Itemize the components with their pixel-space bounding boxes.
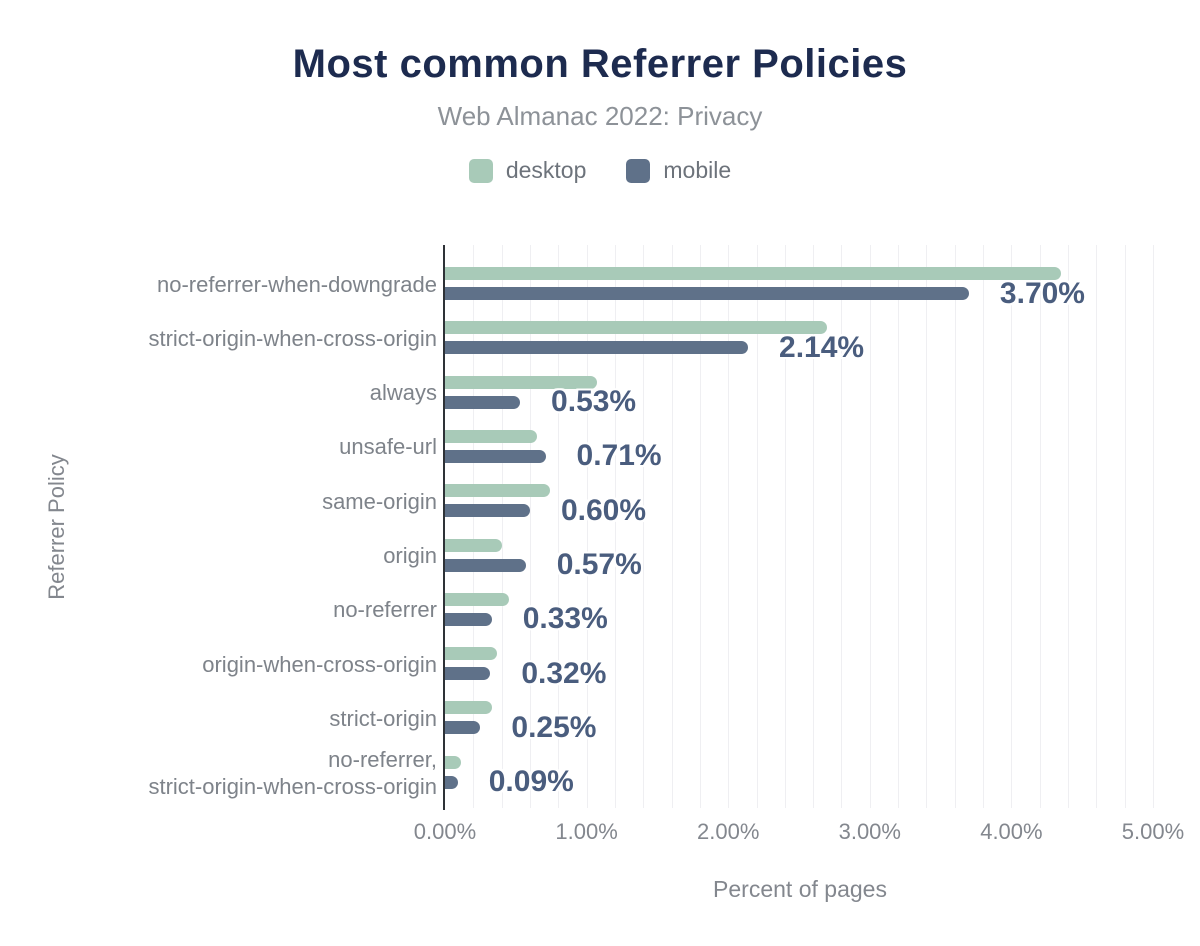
value-label: 0.57% bbox=[556, 548, 642, 581]
category-label: strict-origin bbox=[329, 705, 437, 731]
bar-mobile bbox=[445, 667, 491, 681]
desktop-legend-label: desktop bbox=[505, 157, 587, 183]
gridline bbox=[983, 245, 985, 808]
category-label: no-referrer, strict-origin-when-cross-ori… bbox=[148, 746, 437, 799]
bar-mobile bbox=[445, 504, 530, 518]
gridline bbox=[869, 245, 871, 808]
x-tick-label: 0.00% bbox=[413, 819, 477, 844]
category-label: no-referrer bbox=[333, 597, 437, 623]
gridline bbox=[954, 245, 956, 808]
bar-desktop bbox=[445, 755, 461, 769]
value-label: 2.14% bbox=[779, 330, 865, 364]
bar-mobile bbox=[445, 449, 546, 463]
category-label: always bbox=[369, 380, 437, 406]
x-tick-label: 5.00% bbox=[1121, 819, 1185, 844]
gridline bbox=[1011, 245, 1013, 808]
gridline bbox=[529, 245, 531, 808]
bar-mobile bbox=[445, 287, 969, 300]
gridline bbox=[813, 245, 815, 808]
legend-item-mobile: mobile bbox=[626, 157, 731, 184]
bar-desktop bbox=[445, 647, 498, 661]
bar-desktop bbox=[445, 321, 828, 335]
bar-desktop bbox=[445, 267, 1061, 280]
value-label: 0.60% bbox=[560, 493, 647, 527]
category-label: strict-origin-when-cross-origin bbox=[148, 325, 437, 351]
x-tick-label: 2.00% bbox=[697, 819, 760, 844]
bar-mobile bbox=[445, 721, 481, 735]
bar-desktop bbox=[445, 592, 509, 606]
gridline bbox=[1124, 245, 1126, 808]
value-label: 0.33% bbox=[522, 602, 608, 636]
chart-subtitle: Web Almanac 2022: Privacy bbox=[437, 101, 763, 131]
bar-desktop bbox=[445, 429, 538, 443]
gridline bbox=[558, 245, 560, 808]
gridline bbox=[841, 245, 843, 808]
legend-item-desktop: desktop bbox=[468, 157, 587, 184]
gridline bbox=[784, 245, 786, 808]
bar-desktop bbox=[445, 484, 550, 498]
category-label: origin-when-cross-origin bbox=[202, 651, 437, 677]
bar-mobile bbox=[445, 395, 521, 409]
bar-desktop bbox=[445, 701, 492, 715]
value-label: 0.71% bbox=[576, 439, 662, 473]
gridline bbox=[926, 245, 928, 808]
x-tick-label: 4.00% bbox=[980, 819, 1043, 844]
gridline bbox=[643, 245, 645, 808]
gridline bbox=[501, 245, 503, 808]
x-tick-label: 1.00% bbox=[555, 819, 618, 844]
value-label: 0.25% bbox=[511, 710, 597, 744]
value-label: 0.09% bbox=[488, 765, 574, 799]
value-label: 3.70% bbox=[999, 276, 1085, 310]
x-axis-title: Percent of pages bbox=[713, 876, 887, 902]
bar-mobile bbox=[445, 341, 749, 355]
legend: desktop mobile bbox=[0, 157, 1200, 184]
gridline bbox=[586, 245, 588, 808]
gridline bbox=[898, 245, 900, 808]
mobile-legend-label: mobile bbox=[663, 157, 732, 183]
y-axis-title: Referrer Policy bbox=[44, 454, 69, 600]
bar-mobile bbox=[445, 558, 526, 572]
bar-mobile bbox=[445, 775, 458, 789]
x-tick-label: 3.00% bbox=[838, 819, 901, 844]
bar-desktop bbox=[445, 538, 502, 552]
chart-title: Most common Referrer Policies bbox=[292, 42, 908, 86]
value-label: 0.32% bbox=[521, 656, 607, 690]
gridline bbox=[699, 245, 701, 808]
value-label: 0.53% bbox=[551, 385, 637, 419]
bar-desktop bbox=[445, 375, 597, 389]
gridline bbox=[1096, 245, 1098, 808]
desktop-legend-swatch bbox=[468, 158, 493, 183]
gridline bbox=[614, 245, 616, 808]
category-label: origin bbox=[383, 543, 437, 568]
category-label: no-referrer-when-downgrade bbox=[156, 271, 437, 297]
gridline bbox=[1039, 245, 1041, 808]
gridline bbox=[1153, 245, 1154, 808]
y-axis-line bbox=[443, 245, 445, 810]
gridline bbox=[473, 245, 475, 808]
gridline bbox=[728, 245, 730, 808]
mobile-legend-swatch bbox=[626, 158, 651, 183]
gridline bbox=[756, 245, 758, 808]
category-label: unsafe-url bbox=[339, 434, 437, 460]
gridline bbox=[671, 245, 673, 808]
category-label: same-origin bbox=[322, 488, 437, 514]
gridline bbox=[1068, 245, 1070, 808]
bar-mobile bbox=[445, 612, 492, 626]
